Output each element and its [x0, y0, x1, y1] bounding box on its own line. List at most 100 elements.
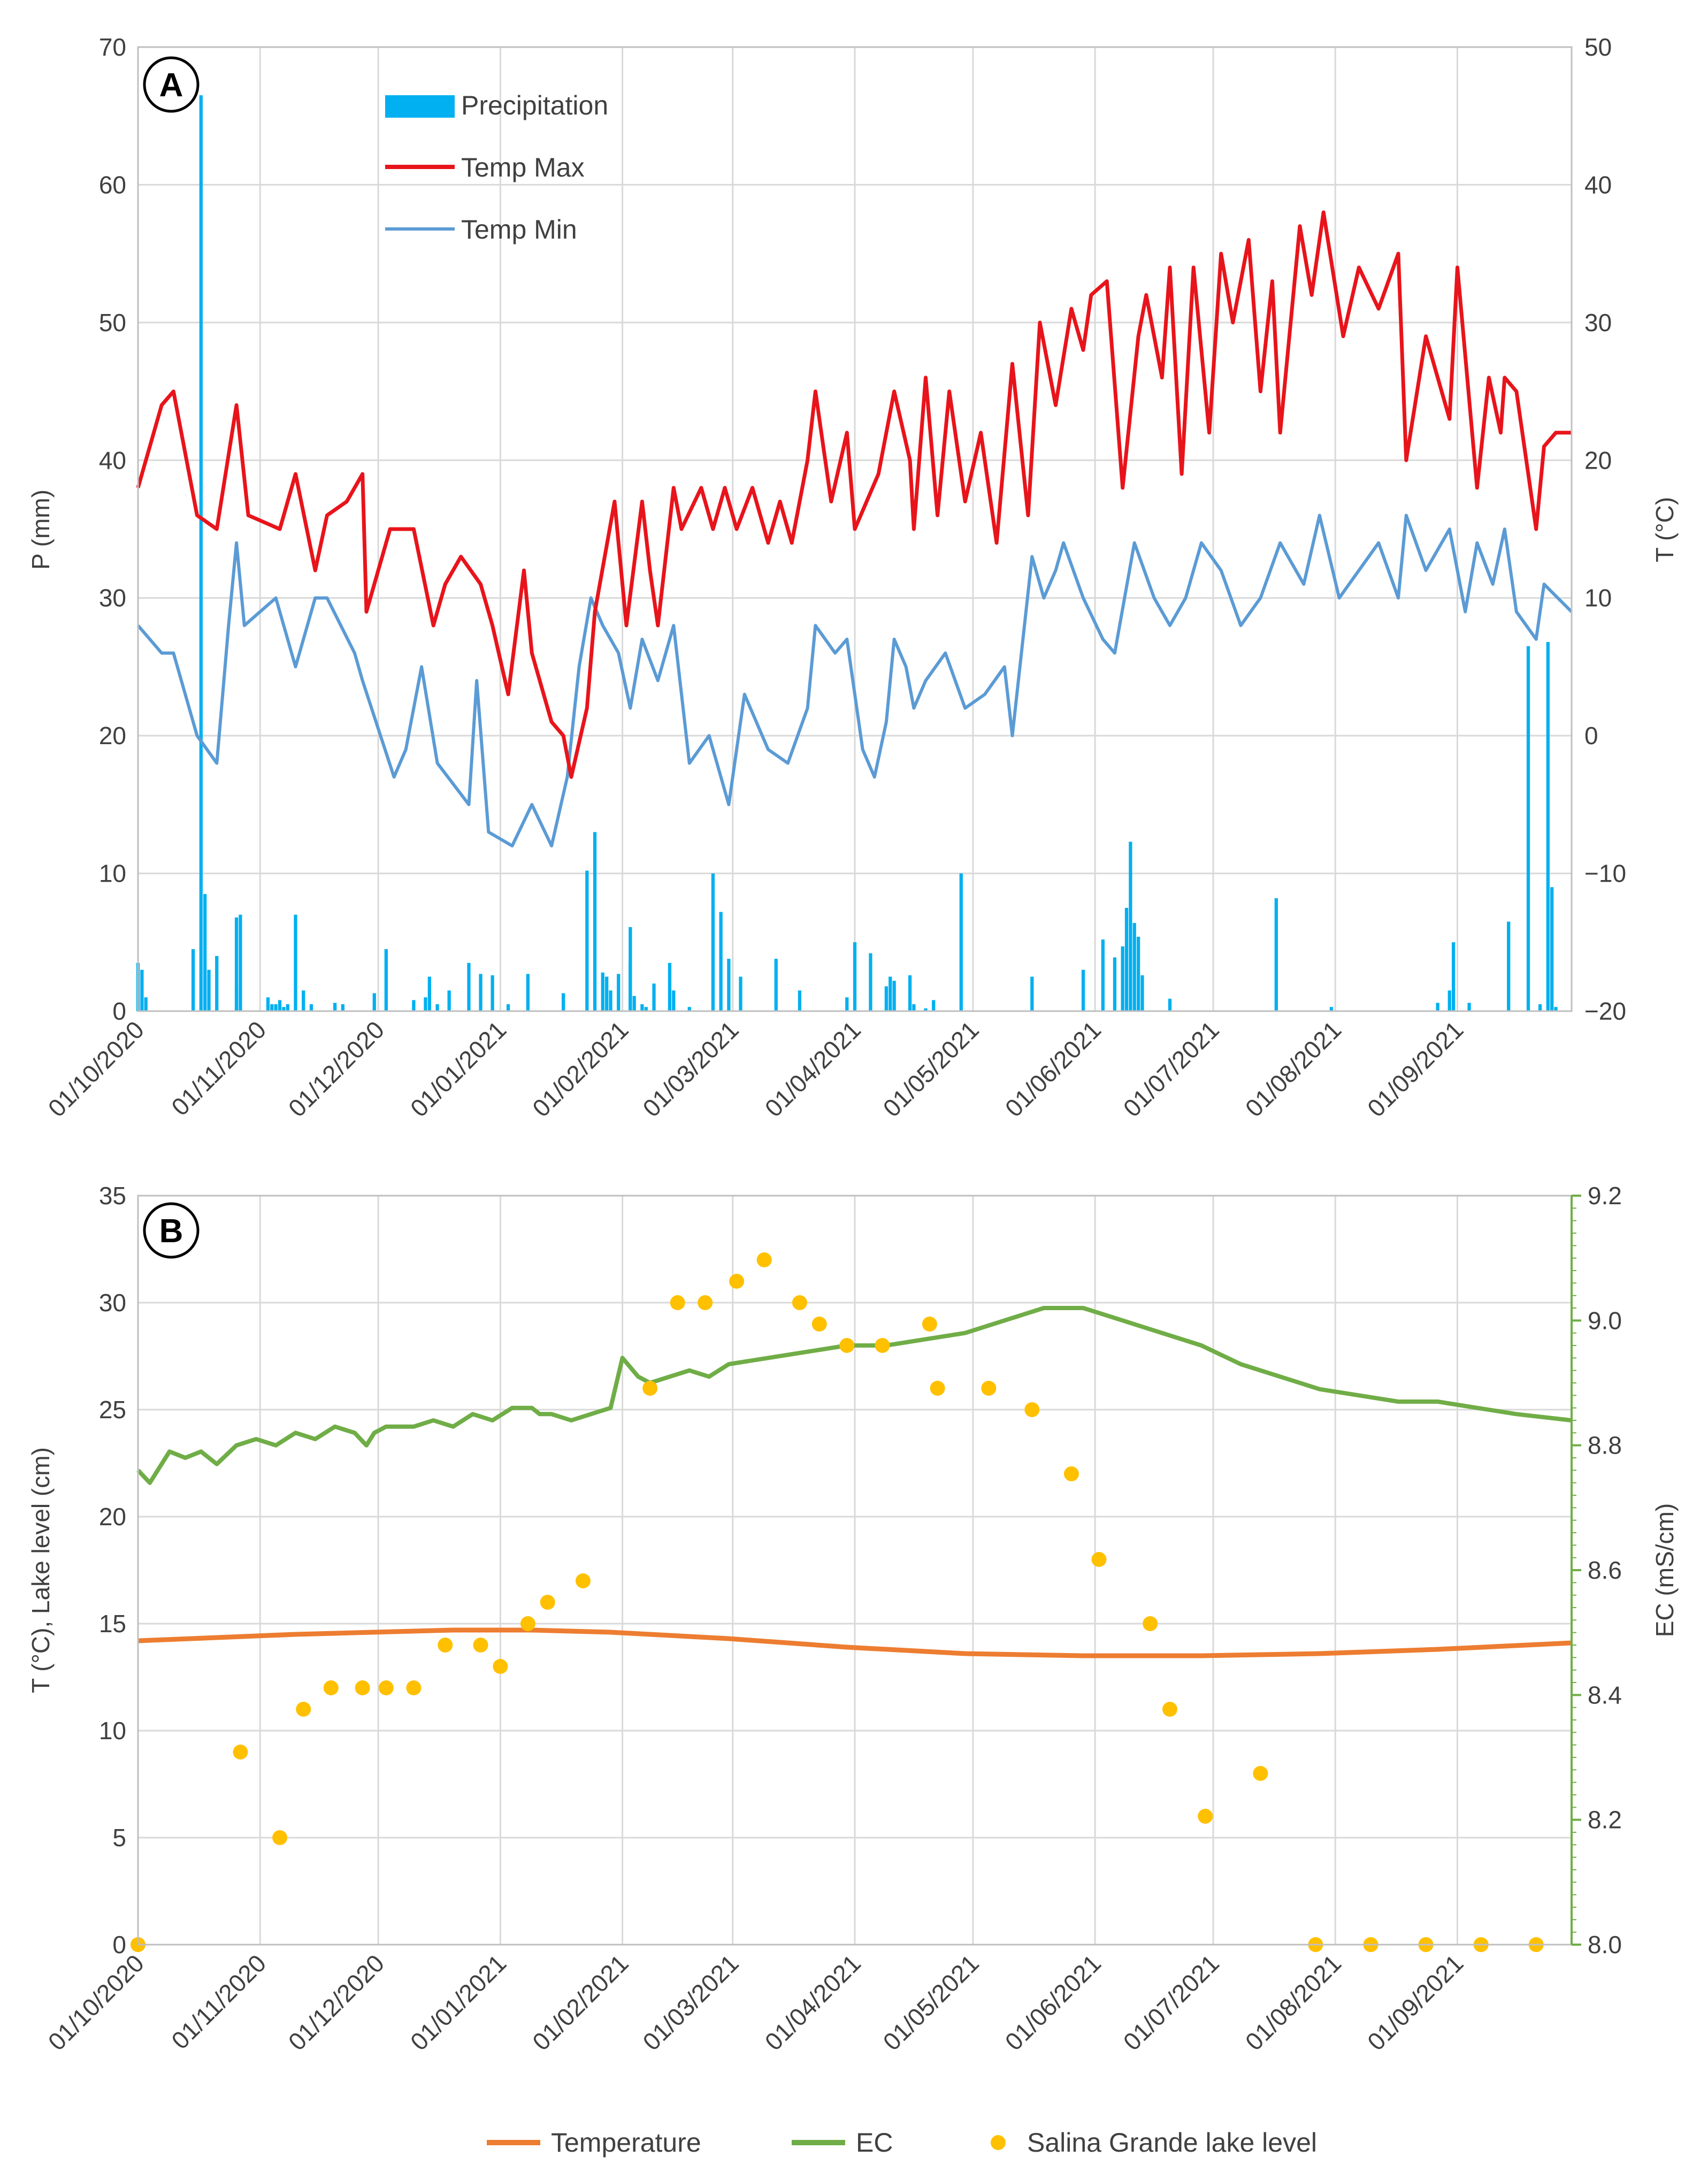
- panel-b-left-y-tick-label: 5: [112, 1824, 126, 1852]
- panel-b-right-y-tick-label: 8.4: [1588, 1681, 1622, 1709]
- precipitation-bar: [341, 1004, 344, 1011]
- precipitation-bar: [294, 914, 297, 1011]
- lake-level-point: [875, 1338, 890, 1353]
- precipitation-bar: [412, 1000, 416, 1011]
- precipitation-bar: [1140, 975, 1144, 1011]
- lake-level-point: [729, 1274, 745, 1289]
- panel-a-right-y-tick-label: 30: [1584, 309, 1612, 336]
- precipitation-bar: [191, 949, 195, 1011]
- precipitation-bar: [207, 969, 211, 1011]
- ec-series: [136, 1306, 1572, 1485]
- precipitation-bar: [427, 976, 431, 1011]
- precipitation-bar: [711, 873, 715, 1011]
- panel-b-right-y-tick-label: 8.0: [1588, 1931, 1622, 1959]
- panel-b-right-y-tick-label: 8.2: [1588, 1806, 1622, 1834]
- precipitation-bar: [1081, 969, 1085, 1011]
- panel-a-letter: A: [159, 67, 183, 104]
- precipitation-bar: [435, 1004, 439, 1011]
- legend-temp-max-label: Temp Max: [461, 152, 585, 182]
- precipitation-bars: [136, 95, 1558, 1012]
- precipitation-bar: [1538, 1004, 1542, 1011]
- precipitation-bar: [424, 997, 427, 1011]
- precipitation-bar: [672, 990, 676, 1011]
- panel-a-left-y-tick-label: 50: [99, 309, 126, 336]
- precipitation-bar: [739, 976, 742, 1011]
- panel-a-left-y-axis-label: P (mm): [27, 490, 55, 570]
- legend-lake-level-label: Salina Grande lake level: [1027, 2128, 1317, 2158]
- temp-min-line: [136, 514, 1573, 848]
- lake-level-point: [233, 1745, 248, 1760]
- precipitation-bar: [1329, 1007, 1334, 1011]
- precipitation-bar: [1451, 942, 1456, 1011]
- lake-level-point: [520, 1616, 535, 1631]
- precipitation-bar: [617, 974, 621, 1011]
- precipitation-bar: [687, 1007, 691, 1011]
- precipitation-bar: [1554, 1007, 1558, 1011]
- lake-level-point: [323, 1680, 339, 1695]
- lake-level-point: [355, 1680, 370, 1695]
- lake-level-point: [811, 1317, 827, 1332]
- precipitation-bar: [1467, 1003, 1471, 1011]
- precipitation-bar: [1507, 921, 1511, 1011]
- lake-level-point: [1162, 1702, 1178, 1717]
- panel-a-left-y-tick-label: 0: [112, 997, 126, 1025]
- precipitation-bar: [1546, 642, 1550, 1011]
- precipitation-bar: [601, 972, 604, 1011]
- lake-level-point: [642, 1381, 658, 1396]
- legend-temp-min-label: Temp Min: [461, 215, 577, 244]
- precipitation-bar: [585, 870, 589, 1011]
- temp-max-series: [136, 210, 1572, 779]
- panel-a-right-y-tick-label: −10: [1584, 860, 1626, 888]
- precipitation-bar: [309, 1004, 313, 1011]
- precipitation-bar: [727, 959, 731, 1011]
- precipitation-bar: [234, 917, 239, 1011]
- panel-b-letter: B: [159, 1213, 183, 1250]
- precipitation-bar: [932, 1000, 936, 1011]
- precipitation-bar: [266, 997, 270, 1011]
- precipitation-bar: [1136, 936, 1140, 1011]
- precipitation-bar: [1550, 887, 1554, 1011]
- panel-a-left-y-ticks: 0 10 20 30 40 50 60 70: [99, 33, 126, 1025]
- panel-b-right-y-axis-label: EC (mS/cm): [1651, 1503, 1679, 1637]
- panel-a-left-y-tick-label: 70: [99, 33, 126, 61]
- temp-max-line: [136, 210, 1572, 779]
- panel-b-left-y-tick-label: 15: [99, 1610, 126, 1638]
- precipitation-bar: [629, 927, 632, 1011]
- lake-level-point: [930, 1381, 945, 1396]
- precipitation-bar: [959, 873, 963, 1011]
- legend-precipitation-swatch: [385, 95, 455, 118]
- panel-a-left-y-tick-label: 60: [99, 171, 126, 198]
- panel-a-left-y-tick-label: 20: [99, 722, 126, 750]
- precipitation-bar: [1121, 946, 1124, 1011]
- precipitation-bar: [1436, 1003, 1439, 1011]
- panel-b-left-y-tick-label: 25: [99, 1396, 126, 1424]
- precipitation-bar: [372, 993, 376, 1011]
- panel-b-badge-circle: [143, 1202, 200, 1259]
- precipitation-bar: [1132, 923, 1136, 1011]
- lake-level-point: [1253, 1766, 1268, 1781]
- lake-level-point: [756, 1252, 772, 1267]
- lake-level-point: [670, 1295, 685, 1310]
- panel-a-plot-area: [137, 46, 1573, 1012]
- panel-b-right-y-tick-label: 8.8: [1588, 1432, 1622, 1459]
- panel-b-left-y-tick-label: 10: [99, 1717, 126, 1745]
- precipitation-bar: [774, 959, 778, 1011]
- precipitation-bar: [798, 990, 802, 1011]
- precipitation-bar: [892, 981, 896, 1011]
- precipitation-bar: [526, 974, 530, 1011]
- lake-level-point: [473, 1638, 488, 1653]
- lake-level-point: [698, 1295, 713, 1310]
- panel-a-right-y-tick-label: 20: [1584, 446, 1612, 474]
- precipitation-bar: [1447, 990, 1451, 1011]
- water-temperature-series: [137, 1627, 1572, 1658]
- panel-a-right-y-ticks: −20 −10 0 10 20 30 40 50: [1584, 33, 1626, 1025]
- precipitation-bar: [884, 986, 889, 1011]
- lake-level-point: [1198, 1809, 1213, 1824]
- precipitation-bar: [274, 1004, 278, 1011]
- precipitation-bar: [593, 832, 597, 1011]
- panel-b-left-y-tick-label: 20: [99, 1503, 126, 1531]
- precipitation-bar: [239, 914, 242, 1011]
- precipitation-bar: [1274, 898, 1278, 1011]
- panel-b-left-y-tick-label: 35: [99, 1182, 126, 1210]
- precipitation-bar: [384, 949, 388, 1011]
